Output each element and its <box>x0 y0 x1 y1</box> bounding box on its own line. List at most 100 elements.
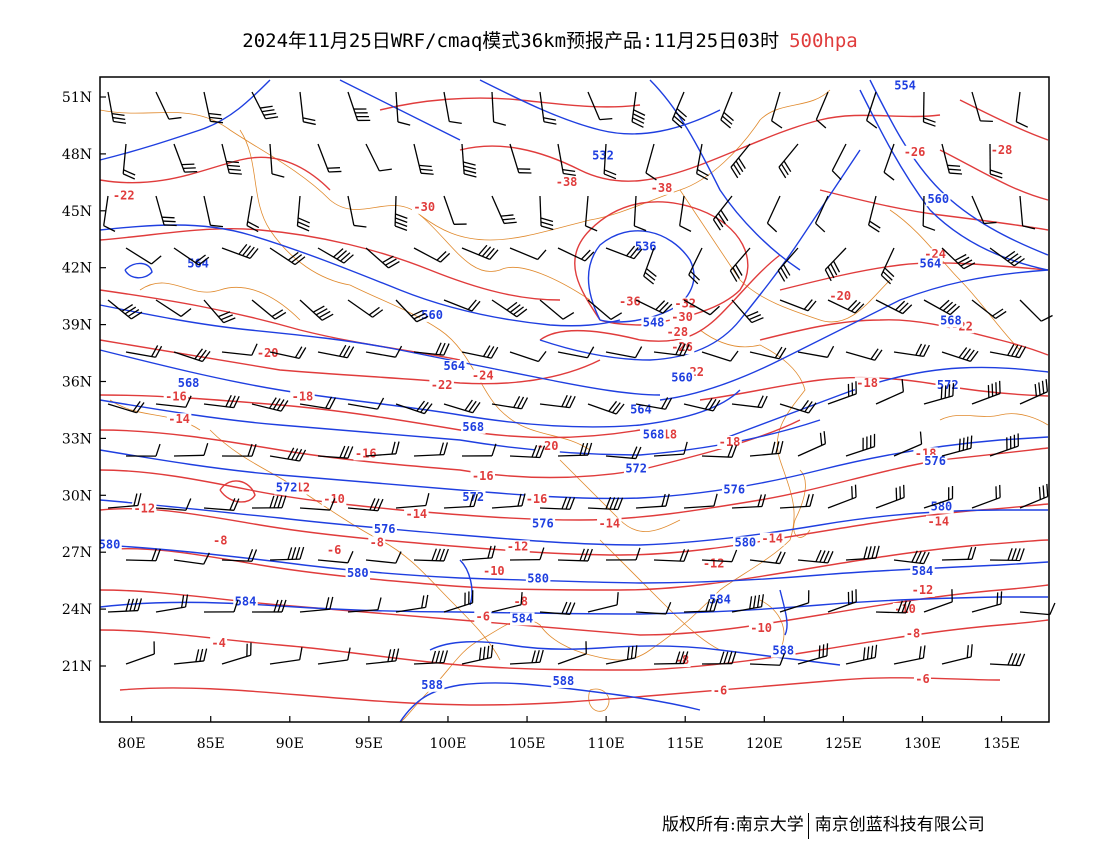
lon-tick-label: 85E <box>197 736 225 752</box>
temperature-label: -14 <box>168 412 190 426</box>
height-label: 560 <box>421 308 443 322</box>
height-label-bg <box>721 483 747 497</box>
temperature-label: -6 <box>327 543 341 557</box>
wind-barb <box>631 91 646 128</box>
wind-barb <box>605 245 643 260</box>
lon-tick-label: 90E <box>276 736 304 752</box>
temperature-label: -32 <box>674 297 696 311</box>
temperature-label-bg <box>210 637 228 651</box>
temperature-label: -16 <box>165 389 187 403</box>
height-label-bg <box>345 566 371 580</box>
wind-barb <box>635 493 670 509</box>
wind-barb <box>922 91 936 127</box>
wind-barb <box>712 195 733 231</box>
height-label-bg <box>733 536 758 550</box>
wind-barb <box>605 645 638 665</box>
temperature-label: -8 <box>213 534 227 548</box>
wind-barb <box>875 484 905 509</box>
wind-barb <box>155 195 177 227</box>
temperature-label-bg <box>470 369 496 383</box>
wind-barb <box>779 590 810 613</box>
temperature-label-bg <box>672 297 698 311</box>
wind-barb <box>443 299 481 312</box>
temperature-label: -16 <box>472 469 494 483</box>
wind-barb <box>395 91 411 126</box>
temperature-label: -10 <box>483 564 505 578</box>
wind-barb <box>347 195 367 228</box>
temperature-label-bg <box>926 515 951 529</box>
wind-barb <box>827 589 857 613</box>
wind-barb <box>155 91 182 120</box>
wind-barb <box>1019 195 1036 230</box>
height-label: 554 <box>894 78 916 92</box>
height-label: 572 <box>937 378 959 392</box>
wind-barb <box>989 652 1026 667</box>
lon-tick-label: 125E <box>825 736 862 752</box>
lon-tick-label: 120E <box>746 736 783 752</box>
wind-barb <box>1015 91 1029 128</box>
height-label-bg <box>641 428 666 442</box>
temperature-label-bg <box>411 200 437 214</box>
wind-barb <box>203 599 239 613</box>
wind-barb <box>653 441 688 457</box>
height-label-bg <box>910 564 935 578</box>
height-label: 580 <box>734 536 756 550</box>
wind-barb <box>539 601 576 615</box>
lat-tick-label: 30N <box>62 488 92 504</box>
wind-barb <box>557 548 593 562</box>
wind-barb <box>125 548 161 562</box>
wind-barb <box>653 651 689 665</box>
height-label: 548 <box>643 315 665 329</box>
height-label-bg <box>461 490 486 504</box>
wind-barb <box>605 346 643 359</box>
height-label-bg <box>938 314 964 328</box>
wind-barb <box>797 431 827 457</box>
wind-barb <box>443 493 478 509</box>
height-label-bg <box>510 612 535 626</box>
wind-barb <box>923 589 953 613</box>
wind-barb <box>701 350 739 362</box>
wind-barb <box>509 351 547 363</box>
height-label-bg <box>926 193 951 207</box>
wind-barb <box>683 493 718 509</box>
temperature-label: -4 <box>211 636 225 650</box>
wind-barb <box>413 342 450 356</box>
height-label-bg <box>97 538 122 552</box>
height-label-bg <box>633 240 658 254</box>
lon-tick-label: 115E <box>667 736 704 752</box>
wind-barb <box>557 247 595 262</box>
wind-barb <box>365 345 403 358</box>
height-label-bg <box>590 149 616 163</box>
wind-barb <box>824 247 847 282</box>
wind-barb <box>875 299 913 315</box>
lat-tick-label: 27N <box>62 545 92 561</box>
height-label-bg <box>442 360 467 374</box>
temperature-label-bg <box>617 295 643 309</box>
wind-barb <box>729 247 751 282</box>
wind-barb <box>683 397 721 412</box>
wind-barb <box>557 143 576 176</box>
wind-barb <box>749 551 786 565</box>
wind-barb <box>688 247 703 285</box>
wind-barb <box>539 195 554 231</box>
wind-barb <box>893 550 930 565</box>
temperature-label: -12 <box>507 539 529 553</box>
wind-barb <box>125 641 155 665</box>
wind-barb <box>443 399 481 414</box>
wind-barb <box>296 195 310 232</box>
wind-barb <box>299 91 316 126</box>
wind-barb <box>203 91 224 124</box>
height-label-bg <box>892 79 918 93</box>
wind-barb <box>777 247 799 282</box>
wind-barb <box>633 195 647 232</box>
wind-barb <box>1019 483 1049 509</box>
wind-barb <box>1019 602 1056 616</box>
wind-barb <box>797 549 834 564</box>
wind-barb <box>251 599 287 613</box>
wind-barb <box>443 195 467 225</box>
height-label: 584 <box>511 611 533 625</box>
height-label: 580 <box>99 537 121 551</box>
temperature-label: -20 <box>537 439 559 453</box>
wind-barb <box>539 299 575 320</box>
wind-barb <box>584 195 598 232</box>
